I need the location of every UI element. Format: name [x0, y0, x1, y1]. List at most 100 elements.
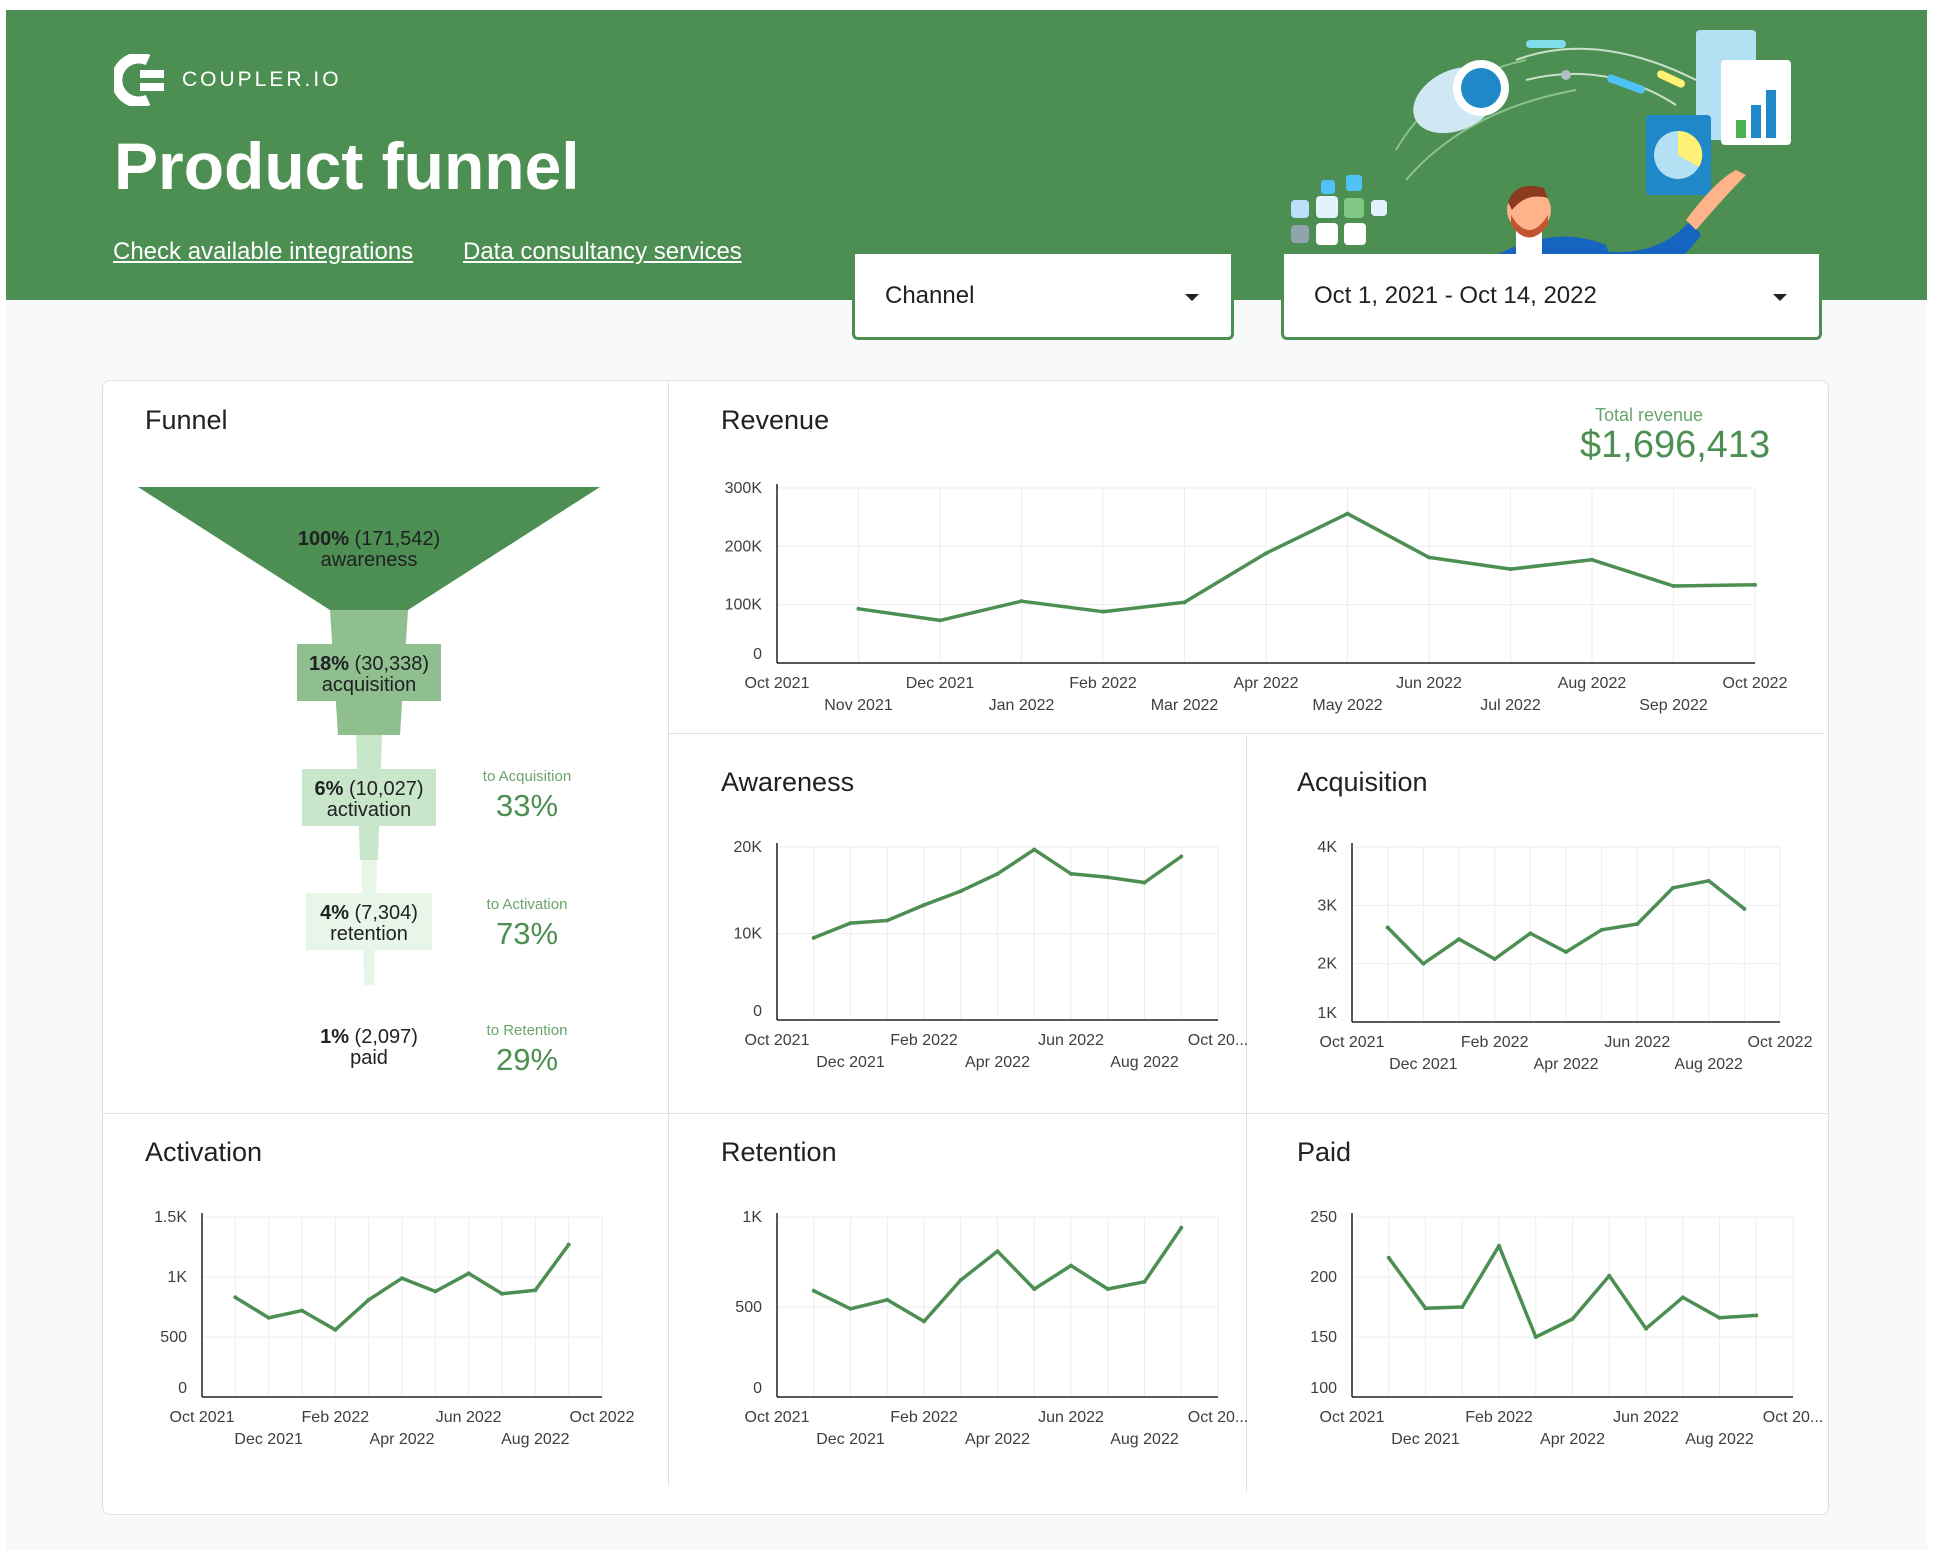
channel-dropdown[interactable]: Channel — [852, 254, 1234, 340]
integrations-link[interactable]: Check available integrations — [113, 238, 414, 265]
chart-grid — [1351, 1216, 1794, 1398]
data-point — [885, 918, 890, 923]
data-point — [1069, 871, 1073, 876]
data-point — [1264, 551, 1268, 556]
y-tick-label: 100 — [1310, 1380, 1337, 1397]
data-point — [1564, 950, 1568, 954]
awareness-title: Awareness — [721, 767, 855, 797]
data-point — [1427, 555, 1431, 560]
data-point — [1671, 584, 1676, 588]
x-tick-label: May 2022 — [1312, 697, 1382, 714]
stage-pct: 6% — [314, 778, 344, 800]
data-point — [1019, 599, 1024, 604]
data-point — [366, 1297, 371, 1302]
stage-count: (171,542) — [354, 528, 441, 550]
acquisition-title: Acquisition — [1297, 767, 1428, 797]
data-point — [848, 1306, 853, 1311]
row-divider-revenue — [669, 733, 1824, 734]
brand-logo[interactable]: COUPLER.IO — [114, 54, 342, 106]
x-tick-label: Oct 20... — [1188, 1409, 1248, 1426]
data-point — [1742, 906, 1747, 911]
x-tick-label: Apr 2022 — [1234, 675, 1299, 692]
stage-count: (7,304) — [354, 902, 418, 924]
funnel-stage-retention: 4% (7,304) retention — [219, 903, 519, 945]
x-tick-label: Dec 2021 — [234, 1431, 303, 1448]
data-point — [1386, 1255, 1391, 1260]
data-point — [333, 1327, 338, 1332]
x-tick-label: Oct 2021 — [745, 1409, 810, 1426]
awareness-chart: 0 10K 20K Oct 2021 Dec 2021 Feb 2022 Apr 2022 J… — [734, 839, 1249, 1071]
data-point — [995, 871, 1000, 876]
data-point — [1528, 931, 1533, 936]
x-tick-label: Jun 2022 — [1038, 1032, 1104, 1049]
chart-grid — [776, 487, 1756, 664]
channel-dropdown-label: Channel — [885, 281, 975, 309]
x-tick-label: Dec 2021 — [816, 1054, 885, 1071]
y-tick-label: 250 — [1310, 1209, 1337, 1226]
data-point — [1457, 937, 1461, 942]
x-tick-label: Jun 2022 — [1396, 675, 1462, 692]
data-point — [958, 889, 963, 894]
data-point — [1421, 961, 1426, 966]
data-point — [1570, 1317, 1575, 1321]
data-point — [1460, 1305, 1465, 1309]
stage-count: (30,338) — [354, 653, 430, 675]
data-point — [938, 618, 942, 623]
data-point — [958, 1278, 963, 1282]
x-tick-label: Feb 2022 — [890, 1032, 958, 1049]
stage-pct: 1% — [320, 1026, 349, 1048]
data-point — [1607, 1273, 1612, 1278]
x-tick-label: Apr 2022 — [965, 1054, 1030, 1071]
data-point — [995, 1249, 1000, 1254]
data-point — [1680, 1295, 1685, 1300]
data-point — [566, 1242, 571, 1247]
data-point — [1345, 511, 1350, 516]
data-point — [1182, 600, 1187, 605]
data-point — [1644, 1326, 1648, 1331]
data-point — [1492, 957, 1497, 961]
funnel-stage-awareness: 100% (171,542) awareness — [219, 529, 519, 571]
x-tick-label: Oct 2021 — [745, 675, 810, 692]
activation-title: Activation — [145, 1137, 263, 1167]
y-tick-label: 2K — [1317, 956, 1337, 973]
paid-chart: 100 150 200 250 Oct 2021 Dec 2021 Feb 2022 Apr … — [1310, 1209, 1823, 1448]
conversion-caption: to Acquisition — [482, 768, 572, 785]
x-tick-label: Apr 2022 — [965, 1431, 1030, 1448]
x-tick-label: Dec 2021 — [816, 1431, 885, 1448]
x-tick-label: Apr 2022 — [1534, 1056, 1599, 1073]
x-tick-label: Aug 2022 — [1110, 1431, 1179, 1448]
data-point — [300, 1308, 304, 1313]
data-point — [811, 1288, 816, 1293]
data-point — [433, 1289, 438, 1294]
stage-pct: 18% — [308, 653, 349, 675]
data-point — [266, 1315, 271, 1320]
y-tick-label: 0 — [753, 1380, 762, 1397]
data-point — [922, 902, 926, 907]
retention-title: Retention — [721, 1137, 837, 1167]
stage-pct: 100% — [297, 528, 349, 550]
data-point — [1717, 1315, 1722, 1320]
conversion-rate: 33% — [495, 788, 559, 823]
x-tick-label: Oct 20... — [1188, 1032, 1248, 1049]
data-point — [856, 606, 861, 611]
y-tick-label: 200 — [1310, 1269, 1337, 1286]
revenue-chart: 0 100K 200K 300K Oct 2021 Nov 2021 Dec 2021 Jan… — [725, 480, 1788, 714]
x-tick-label: Jun 2022 — [1604, 1034, 1670, 1051]
y-tick-label: 1K — [742, 1209, 762, 1226]
x-tick-label: Sep 2022 — [1639, 697, 1708, 714]
date-range-dropdown[interactable]: Oct 1, 2021 - Oct 14, 2022 — [1281, 254, 1822, 340]
x-tick-label: Dec 2021 — [906, 675, 975, 692]
consultancy-link[interactable]: Data consultancy services — [463, 238, 742, 265]
data-point — [400, 1276, 404, 1281]
conversion-caption: to Retention — [486, 1022, 568, 1039]
x-tick-label: Apr 2022 — [370, 1431, 435, 1448]
x-tick-label: Feb 2022 — [890, 1409, 958, 1426]
x-tick-label: Aug 2022 — [1674, 1056, 1743, 1073]
x-tick-label: Oct 2021 — [1320, 1034, 1385, 1051]
chevron-down-icon — [1185, 294, 1199, 301]
y-tick-label: 150 — [1310, 1329, 1337, 1346]
y-tick-label: 1K — [1317, 1005, 1337, 1022]
total-revenue-value: $1,696,413 — [1580, 424, 1771, 466]
